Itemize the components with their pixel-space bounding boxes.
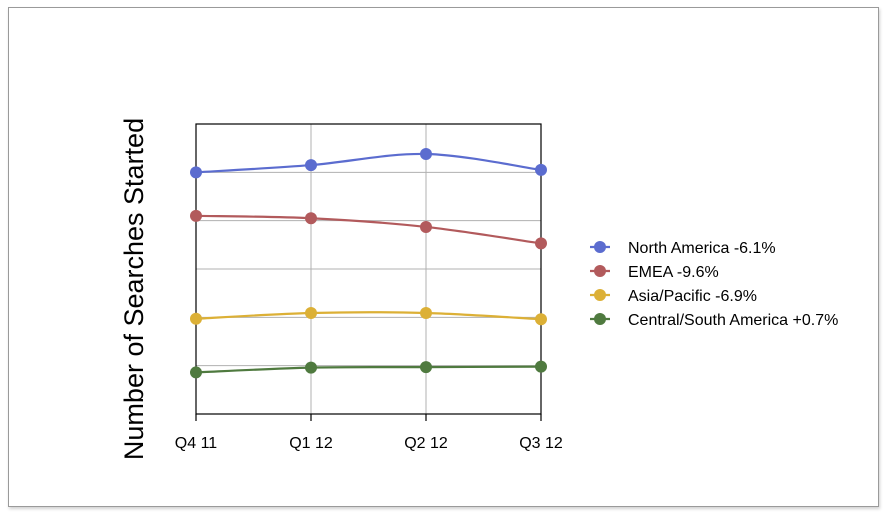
legend-label: Asia/Pacific -6.9% xyxy=(628,288,757,305)
data-point xyxy=(190,366,202,379)
data-point xyxy=(535,313,547,326)
legend-marker xyxy=(594,313,606,325)
series-line-4 xyxy=(195,365,542,374)
data-point xyxy=(535,237,547,250)
series-line-1 xyxy=(195,152,542,174)
data-point xyxy=(190,312,202,325)
legend-marker xyxy=(594,241,606,253)
data-point xyxy=(420,361,432,374)
x-axis: Q4 11 Q1 12 Q2 12 Q3 12 xyxy=(175,414,563,452)
plot-area xyxy=(195,123,542,415)
x-tick-label: Q1 12 xyxy=(289,435,333,452)
data-point xyxy=(420,306,432,319)
data-point xyxy=(305,212,317,225)
data-point xyxy=(305,306,317,319)
x-tick-label: Q4 11 xyxy=(175,435,218,452)
data-point xyxy=(190,209,202,222)
y-axis-label: Number of Searches Started xyxy=(119,118,149,460)
data-point xyxy=(190,166,202,179)
legend-label: North America -6.1% xyxy=(628,240,776,257)
legend-label: EMEA -9.6% xyxy=(628,264,719,281)
legend: North America -6.1% EMEA -9.6% Asia/Pacifi… xyxy=(590,240,838,329)
x-tick-label: Q2 12 xyxy=(404,435,448,452)
legend-label: Central/South America +0.7% xyxy=(628,312,838,329)
data-point xyxy=(535,360,547,373)
data-point xyxy=(305,159,317,172)
data-point xyxy=(535,163,547,176)
series-line-3 xyxy=(195,311,542,321)
data-point xyxy=(305,361,317,374)
data-point xyxy=(420,147,432,160)
legend-marker xyxy=(594,265,606,277)
legend-marker xyxy=(594,289,606,301)
x-tick-label: Q3 12 xyxy=(519,435,563,452)
chart-frame xyxy=(8,7,879,507)
series-group xyxy=(190,147,547,379)
series-line-2 xyxy=(195,214,542,245)
data-point xyxy=(420,220,432,233)
